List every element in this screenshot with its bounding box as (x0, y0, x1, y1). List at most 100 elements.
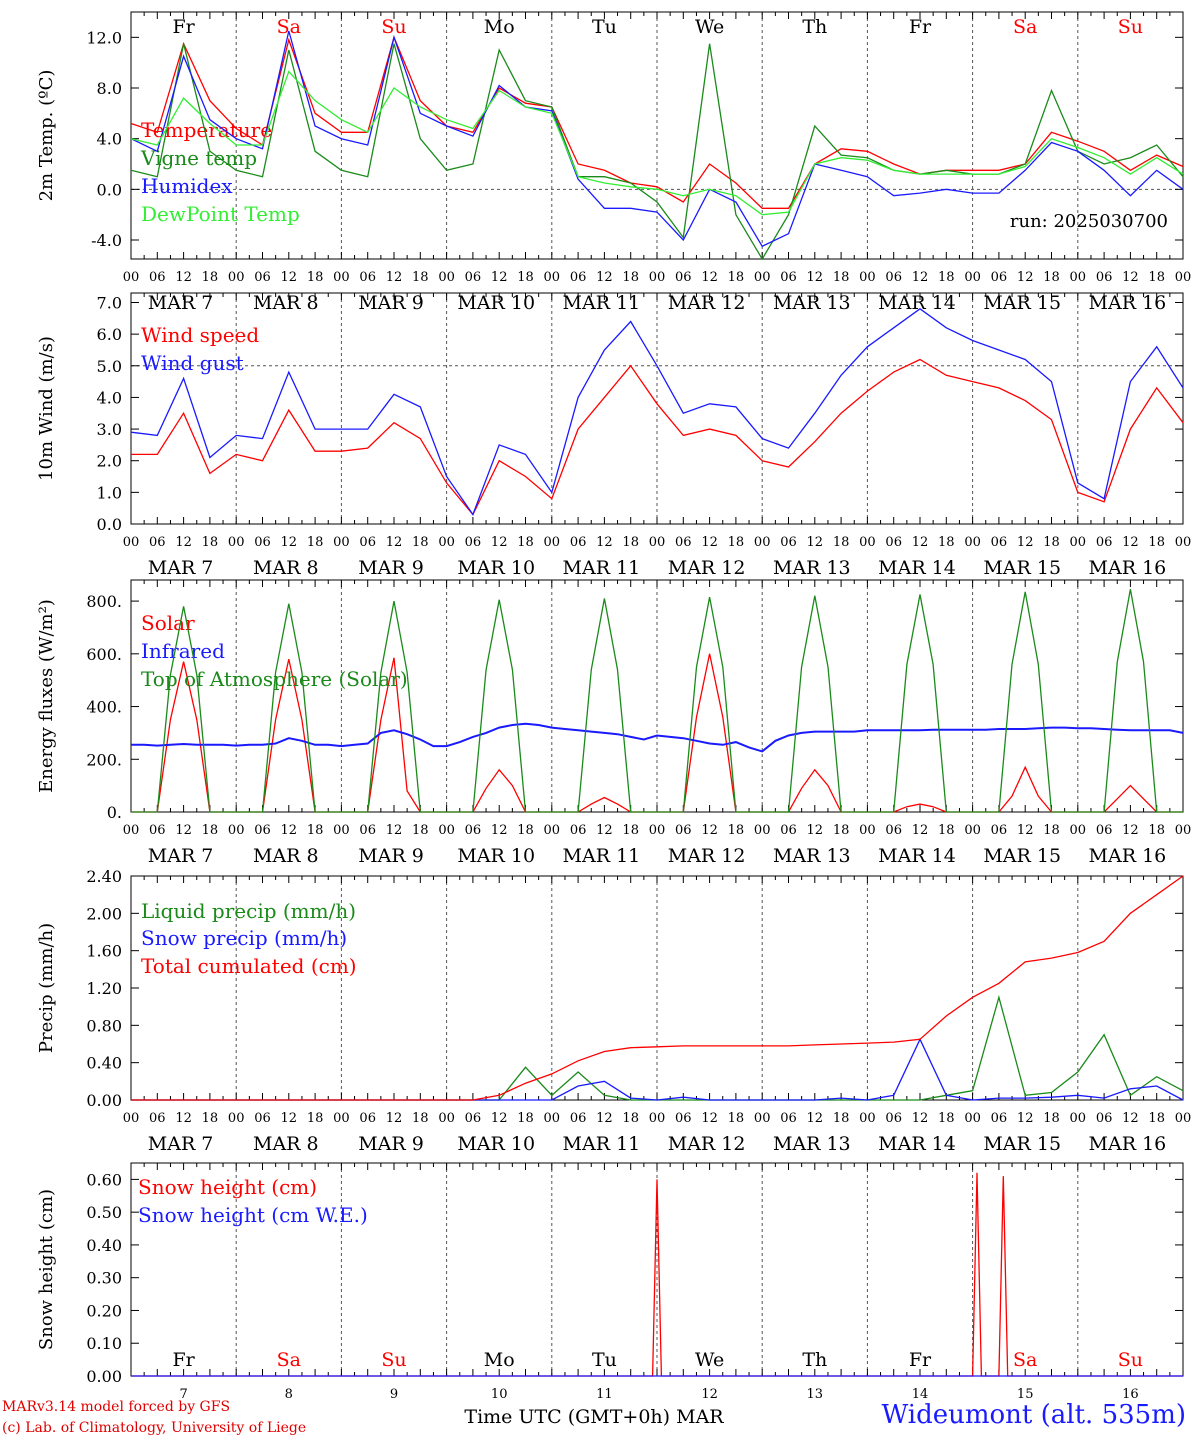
date-label: MAR 8 (253, 557, 319, 579)
hour-tick-label: 12 (491, 535, 508, 550)
date-label: MAR 13 (773, 1133, 851, 1155)
date-label: MAR 16 (1089, 292, 1167, 314)
hour-tick-label: 00 (333, 270, 350, 285)
hour-tick-label: 00 (754, 823, 771, 838)
hour-tick-label: 18 (412, 535, 429, 550)
hour-tick-label: 06 (254, 1111, 271, 1126)
hour-tick-label: 06 (254, 823, 271, 838)
date-label: MAR 13 (773, 557, 851, 579)
hour-tick-label: 00 (649, 823, 666, 838)
y-tick-label: 1.60 (86, 942, 122, 961)
date-label: MAR 8 (253, 845, 319, 867)
hour-tick-label: 06 (885, 1111, 902, 1126)
legend-entry: Vigne temp (140, 146, 257, 170)
hour-tick-label: 18 (728, 270, 745, 285)
hour-tick-label: 06 (780, 270, 797, 285)
hour-tick-label: 00 (333, 823, 350, 838)
y-tick-label: 0.00 (86, 1091, 122, 1110)
date-label: MAR 11 (563, 557, 641, 579)
hour-tick-label: 00 (544, 1111, 561, 1126)
legend-entry: Total cumulated (cm) (141, 954, 357, 978)
day-name-label: Sa (1013, 16, 1037, 38)
day-number-label: 10 (491, 1387, 508, 1402)
date-label: MAR 12 (668, 292, 746, 314)
hour-tick-label: 00 (228, 823, 245, 838)
date-label: MAR 12 (668, 1133, 746, 1155)
hour-tick-label: 06 (570, 535, 587, 550)
date-label: MAR 16 (1089, 1133, 1167, 1155)
hour-tick-label: 00 (754, 535, 771, 550)
date-label: MAR 7 (148, 557, 214, 579)
y-tick-label: 7.0 (97, 293, 122, 312)
day-number-label: 15 (1017, 1387, 1034, 1402)
hour-tick-label: 18 (517, 823, 534, 838)
hour-tick-label: 18 (833, 270, 850, 285)
hour-tick-label: 00 (544, 535, 561, 550)
date-label: MAR 10 (457, 845, 535, 867)
y-tick-label: 0.0 (97, 515, 122, 534)
hour-tick-label: 12 (386, 823, 403, 838)
hour-tick-label: 18 (1043, 535, 1060, 550)
day-name-label: Sa (277, 1349, 301, 1371)
date-label: MAR 15 (983, 845, 1061, 867)
y-axis-label: Precip (mm/h) (36, 923, 57, 1053)
day-number-label: 13 (807, 1387, 824, 1402)
y-axis-label: Snow height (cm) (36, 1189, 57, 1350)
hour-tick-label: 18 (622, 535, 639, 550)
hour-tick-label: 12 (386, 535, 403, 550)
hour-tick-label: 12 (807, 270, 824, 285)
hour-tick-label: 12 (807, 1111, 824, 1126)
hour-tick-label: 06 (570, 823, 587, 838)
y-tick-label: 12.0 (86, 28, 122, 47)
hour-tick-label: 00 (1070, 823, 1087, 838)
hour-tick-label: 18 (1148, 535, 1165, 550)
hour-tick-label: 00 (649, 535, 666, 550)
series-line-wind-speed (131, 358, 1184, 516)
day-number-label: 8 (285, 1387, 293, 1402)
hour-tick-label: 18 (412, 823, 429, 838)
hour-tick-label: 00 (964, 823, 981, 838)
hour-tick-label: 06 (885, 823, 902, 838)
hour-tick-label: 12 (281, 535, 298, 550)
hour-tick-label: 00 (438, 270, 455, 285)
hour-tick-label: 00 (964, 535, 981, 550)
legend-entry: Solar (141, 611, 195, 635)
hour-tick-label: 12 (596, 535, 613, 550)
day-name-label: We (695, 16, 724, 38)
hour-tick-label: 06 (149, 1111, 166, 1126)
y-tick-label: 0.30 (86, 1269, 122, 1288)
y-tick-label: 800. (86, 592, 122, 611)
legend-entry: DewPoint Temp (141, 202, 300, 226)
hour-tick-label: 06 (570, 270, 587, 285)
hour-tick-label: 12 (175, 1111, 192, 1126)
hour-tick-label: 12 (1122, 823, 1139, 838)
hour-tick-label: 06 (149, 535, 166, 550)
series-line-vigne-temp (130, 43, 1184, 261)
hour-tick-label: 12 (386, 1111, 403, 1126)
date-label: MAR 10 (457, 1133, 535, 1155)
series-line-top-of-atmosphere-solar- (131, 589, 1183, 813)
hour-tick-label: 18 (1148, 1111, 1165, 1126)
y-tick-label: 0.40 (86, 1236, 122, 1255)
hour-tick-label: 12 (491, 1111, 508, 1126)
day-name-label: Mo (484, 1349, 515, 1371)
hour-tick-label: 12 (281, 823, 298, 838)
hour-tick-label: 00 (649, 270, 666, 285)
hour-tick-label: 18 (833, 1111, 850, 1126)
hour-tick-label: 18 (517, 270, 534, 285)
date-label: MAR 13 (773, 845, 851, 867)
hour-tick-label: 18 (728, 823, 745, 838)
hour-tick-label: 00 (333, 535, 350, 550)
hour-tick-label: 18 (938, 270, 955, 285)
day-name-label: Su (1118, 16, 1143, 38)
hour-tick-label: 18 (1043, 1111, 1060, 1126)
hour-tick-label: 00 (754, 1111, 771, 1126)
hour-tick-label: 18 (1148, 270, 1165, 285)
legend-entry: Top of Atmosphere (Solar) (141, 667, 408, 691)
date-label: MAR 14 (878, 1133, 956, 1155)
date-label: MAR 11 (563, 1133, 641, 1155)
hour-tick-label: 06 (1096, 823, 1113, 838)
hour-tick-label: 12 (912, 270, 929, 285)
date-label: MAR 14 (878, 845, 956, 867)
y-tick-label: 1.20 (86, 979, 122, 998)
